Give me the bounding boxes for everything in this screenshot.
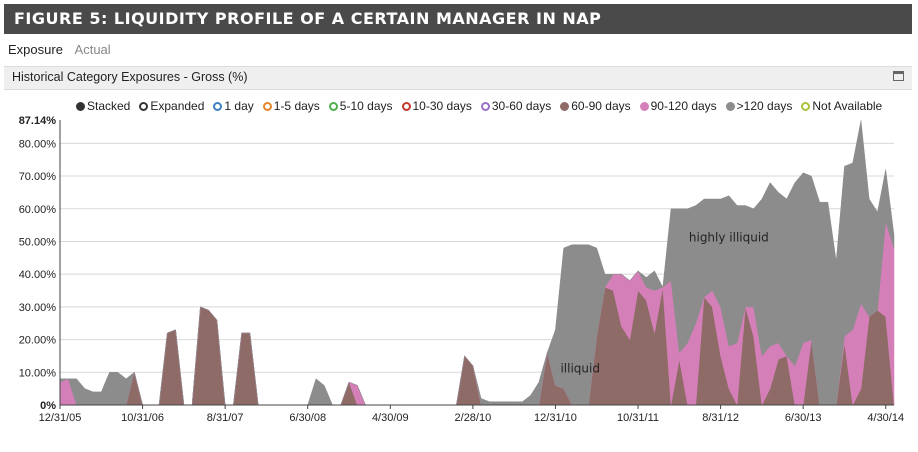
legend-label: Stacked bbox=[87, 99, 131, 113]
maximize-icon[interactable] bbox=[893, 71, 904, 81]
x-tick-label: 4/30/14 bbox=[867, 412, 904, 424]
legend-item[interactable]: Not Available bbox=[801, 99, 882, 113]
y-tick-label: 70.00% bbox=[19, 171, 57, 183]
y-tick-label: 10.00% bbox=[19, 367, 57, 379]
legend-item[interactable]: 90-120 days bbox=[639, 99, 717, 113]
panel-title: Historical Category Exposures - Gross (%… bbox=[12, 70, 248, 84]
legend-item[interactable]: >120 days bbox=[725, 99, 793, 113]
y-tick-label: 60.00% bbox=[19, 204, 57, 216]
legend-item[interactable]: 30-60 days bbox=[480, 99, 552, 113]
legend-item[interactable]: 5-10 days bbox=[328, 99, 393, 113]
y-tick-label: 0% bbox=[40, 400, 56, 412]
y-tick-label: 80.00% bbox=[19, 138, 57, 150]
x-tick-label: 10/31/11 bbox=[617, 412, 659, 424]
x-tick-label: 4/30/09 bbox=[372, 412, 409, 424]
legend-item[interactable]: Stacked bbox=[76, 99, 130, 113]
y-tick-label: 20.00% bbox=[19, 335, 57, 347]
view-tabs: Exposure Actual bbox=[8, 42, 119, 57]
chart-legend: Stacked Expanded 1 day 1-5 days 5-10 days 10-… bbox=[76, 99, 891, 113]
x-tick-label: 8/31/07 bbox=[207, 412, 244, 424]
tab-actual[interactable]: Actual bbox=[74, 42, 111, 57]
legend-label: >120 days bbox=[736, 99, 793, 113]
annotation-label: highly illiquid bbox=[689, 230, 769, 244]
liquidity-area-chart: 0% 10.00% 20.00% 30.00% 40.00% 50.00% 60.00% 70… bbox=[19, 115, 904, 424]
legend-label: 60-90 days bbox=[571, 99, 631, 113]
panel-header: Historical Category Exposures - Gross (%… bbox=[4, 66, 912, 90]
legend-marker-icon bbox=[328, 102, 338, 111]
x-tick-label: 12/31/10 bbox=[534, 412, 577, 424]
legend-marker-icon bbox=[213, 102, 223, 111]
legend-marker-icon bbox=[560, 102, 570, 111]
y-tick-label: 40.00% bbox=[19, 269, 57, 281]
legend-item[interactable]: 1-5 days bbox=[262, 99, 320, 113]
figure-title: FIGURE 5: LIQUIDITY PROFILE OF A CERTAIN… bbox=[14, 9, 602, 28]
y-tick-label: 30.00% bbox=[19, 302, 57, 314]
y-tick-label: 50.00% bbox=[19, 236, 57, 248]
legend-marker-icon bbox=[639, 102, 649, 111]
x-tick-label: 6/30/13 bbox=[785, 412, 822, 424]
legend-label: 90-120 days bbox=[650, 99, 717, 113]
legend-label: Not Available bbox=[812, 99, 883, 113]
legend-item[interactable]: 60-90 days bbox=[560, 99, 631, 113]
legend-marker-icon bbox=[139, 102, 149, 111]
legend-marker-icon bbox=[480, 102, 490, 111]
legend-label: 1 day bbox=[224, 99, 254, 113]
tab-exposure[interactable]: Exposure bbox=[8, 42, 63, 57]
figure-banner: FIGURE 5: LIQUIDITY PROFILE OF A CERTAIN… bbox=[4, 4, 912, 34]
legend-label: 5-10 days bbox=[339, 99, 393, 113]
x-tick-label: 2/28/10 bbox=[455, 412, 492, 424]
x-tick-label: 10/31/06 bbox=[121, 412, 164, 424]
legend-item[interactable]: 10-30 days bbox=[401, 99, 472, 113]
legend-item[interactable]: Expanded bbox=[139, 99, 204, 113]
legend-label: 10-30 days bbox=[412, 99, 472, 113]
legend-marker-icon bbox=[76, 102, 85, 111]
legend-marker-icon bbox=[725, 102, 735, 111]
annotation-label: illiquid bbox=[560, 361, 600, 375]
x-tick-label: 12/31/05 bbox=[39, 412, 82, 424]
legend-item[interactable]: 1 day bbox=[213, 99, 254, 113]
legend-label: 30-60 days bbox=[491, 99, 552, 113]
legend-marker-icon bbox=[801, 102, 811, 111]
legend-label: Expanded bbox=[150, 99, 205, 113]
x-tick-label: 6/30/08 bbox=[289, 412, 326, 424]
y-tick-label: 87.14% bbox=[19, 115, 57, 127]
x-tick-label: 8/31/12 bbox=[702, 412, 739, 424]
legend-label: 1-5 days bbox=[273, 99, 320, 113]
legend-marker-icon bbox=[262, 102, 272, 111]
legend-marker-icon bbox=[401, 102, 411, 111]
